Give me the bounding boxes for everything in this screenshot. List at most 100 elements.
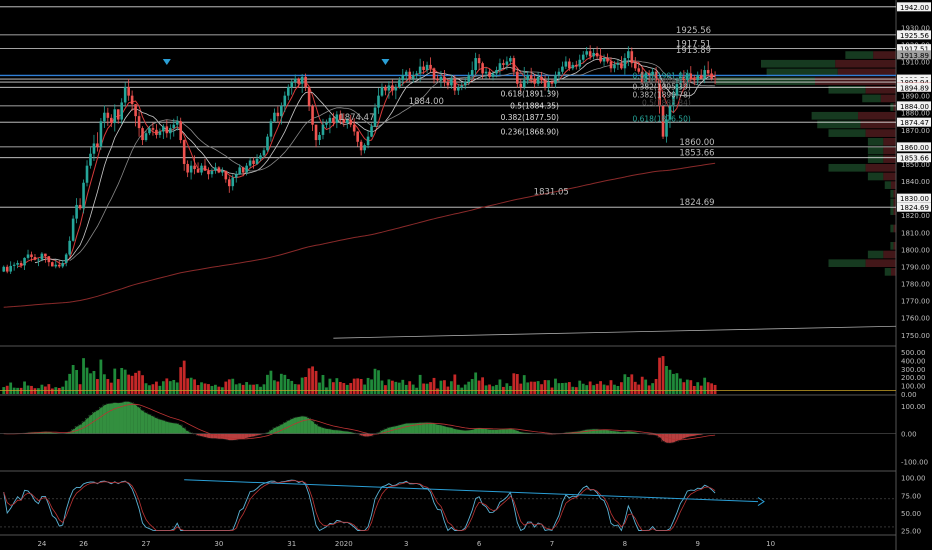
macd-histogram-bar — [335, 429, 339, 434]
volume-bar — [602, 384, 606, 394]
fib-label: 0.5(1898.61) — [642, 77, 691, 86]
macd-histogram-bar — [172, 422, 176, 434]
volume-bar — [134, 372, 137, 394]
macd-histogram-bar — [283, 422, 287, 434]
macd-histogram-bar — [699, 433, 703, 436]
macd-histogram-bar — [428, 422, 433, 434]
candle-body — [529, 75, 533, 79]
candle-body — [134, 104, 137, 117]
candle-body — [404, 71, 408, 76]
macd-histogram-bar — [598, 429, 603, 434]
candle-body — [273, 112, 276, 122]
candle-body — [366, 136, 370, 146]
macd-histogram-bar — [92, 411, 96, 434]
macd-histogram-bar — [397, 424, 402, 434]
candle-body — [391, 85, 394, 91]
volume-profile — [716, 51, 896, 276]
level-label: 1824.69 — [679, 198, 714, 208]
price-axis[interactable]: 1930.001920.001910.001900.001890.001880.… — [897, 2, 931, 535]
volume-bar — [512, 373, 516, 394]
volume-bar — [706, 382, 710, 394]
candle-body — [578, 59, 582, 67]
price-badge — [897, 142, 931, 152]
volume-bar — [453, 374, 457, 394]
candle-body — [141, 128, 144, 141]
price-badge — [897, 50, 931, 60]
candle-body — [654, 71, 658, 81]
macd-histogram-bar — [64, 432, 68, 434]
volume-bar — [384, 385, 387, 394]
candle-body — [110, 117, 113, 123]
candle-body — [658, 80, 661, 106]
volume-bar — [85, 367, 89, 394]
macd-line — [3, 400, 716, 444]
macd-histogram-bar — [512, 429, 516, 434]
macd-histogram-bar — [231, 433, 235, 441]
macd-histogram-bar — [317, 426, 322, 434]
candle-body — [85, 165, 89, 183]
macd-tick-label: -100.00 — [901, 459, 928, 467]
candle-body — [54, 264, 58, 267]
candle-body — [526, 75, 530, 81]
macd-histogram-bar — [248, 433, 252, 438]
volume-bar — [307, 368, 311, 394]
candle-body — [224, 170, 228, 180]
candle-body — [51, 262, 54, 267]
candle-body — [616, 63, 620, 65]
fib-label: 0.382(1895.39) — [632, 82, 690, 91]
volume-bar — [200, 382, 203, 394]
macd-histogram-bar — [605, 429, 610, 434]
volume-tick-label: 100.00 — [901, 383, 926, 391]
macd-histogram-bar — [95, 410, 100, 434]
macd-histogram-bar — [126, 401, 131, 434]
macd-histogram-bar — [258, 433, 263, 436]
price-tick-label: 1810.00 — [901, 229, 930, 237]
macd-histogram-bar — [279, 424, 284, 434]
volume-bar — [64, 380, 68, 394]
candle-body — [557, 71, 561, 76]
time-tick-label: 30 — [214, 540, 223, 548]
macd-histogram-bar — [453, 428, 457, 434]
macd-histogram-bar — [359, 433, 363, 436]
level-label: 1917.51 — [676, 40, 711, 50]
macd-histogram-bar — [491, 429, 495, 434]
price-badge — [897, 82, 931, 92]
volume-bar — [238, 383, 242, 394]
volume-bar — [78, 384, 82, 394]
level-label: 1884.00 — [409, 97, 444, 107]
candle-body — [710, 73, 713, 79]
macd-tick-label: 0.00 — [901, 431, 917, 439]
macd-histogram-bar — [154, 417, 159, 434]
volume-bar — [102, 374, 106, 394]
macd-histogram-bar — [383, 428, 388, 434]
volume-bar — [432, 377, 436, 394]
volume-bar — [43, 386, 47, 394]
macd-histogram-bar — [442, 425, 447, 434]
candle-body — [120, 102, 124, 120]
volume-bar — [158, 385, 162, 394]
price-candles — [2, 45, 717, 274]
profile-bar-up — [828, 85, 866, 94]
volume-bar — [123, 369, 127, 394]
candle-body — [248, 160, 252, 166]
profile-bar-down — [883, 172, 896, 181]
profile-bar-down — [883, 146, 896, 155]
volume-bar — [540, 384, 543, 394]
volume-bar — [470, 379, 474, 394]
candle-body — [283, 95, 287, 106]
volume-bar — [630, 374, 634, 394]
profile-bar-up — [884, 181, 891, 189]
macd-histogram-bar — [664, 433, 669, 444]
candle-body — [547, 81, 550, 88]
volume-bar — [672, 373, 675, 394]
volume-bar — [241, 384, 245, 394]
macd-histogram-bar — [421, 422, 426, 434]
profile-bar-down — [873, 51, 896, 59]
macd-signal-line — [3, 403, 716, 441]
volume-bar — [272, 380, 276, 394]
macd-histogram-bar — [609, 430, 613, 434]
candle-body — [470, 70, 474, 76]
time-axis[interactable]: 24 26 27 30 31 2020 3 6 7 8 9 10 — [37, 540, 775, 548]
profile-bar-down — [883, 250, 896, 259]
